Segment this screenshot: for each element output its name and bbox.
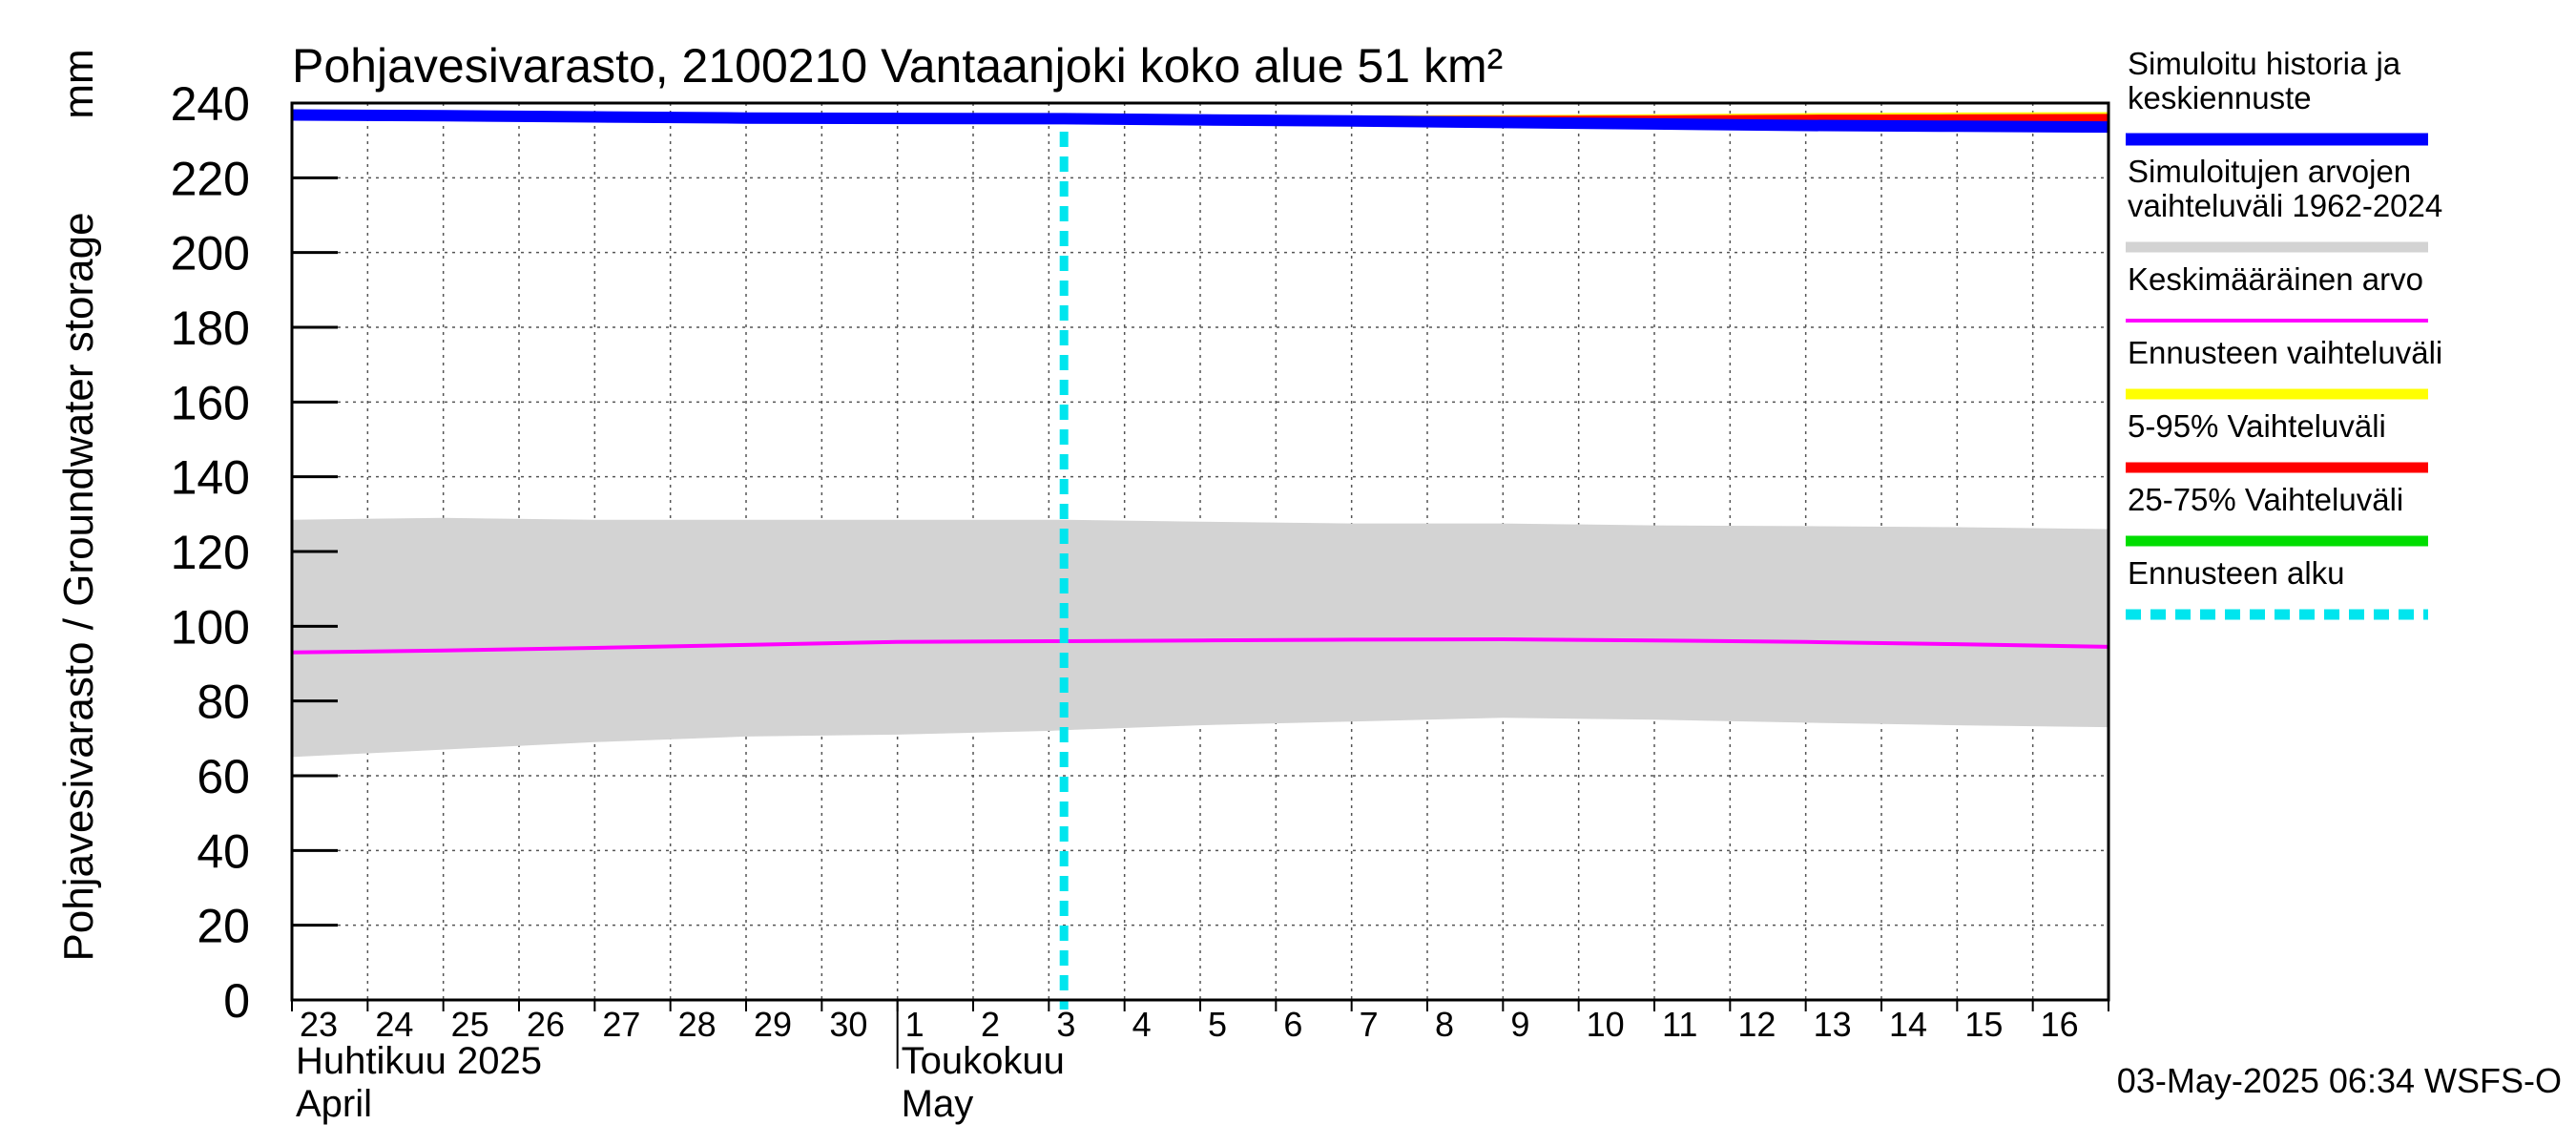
x-tick-label: 2 bbox=[981, 1005, 1000, 1044]
x-tick-label: 28 bbox=[678, 1005, 717, 1044]
x-tick-label: 3 bbox=[1056, 1005, 1075, 1044]
y-tick-label: 180 bbox=[171, 302, 250, 355]
data-series bbox=[291, 109, 2110, 1010]
x-tick-label: 5 bbox=[1208, 1005, 1227, 1044]
y-axis-unit: mm bbox=[55, 49, 102, 118]
legend-label: 25-75% Vaihteluväli bbox=[2128, 482, 2403, 517]
legend-label: Ennusteen alku bbox=[2128, 555, 2345, 591]
band-simuloitujen-arvojen-vaihteluv-li-1962-2024 bbox=[292, 517, 2109, 758]
legend-label: Ennusteen vaihteluväli bbox=[2128, 335, 2442, 370]
x-tick-label: 16 bbox=[2041, 1005, 2079, 1044]
x-tick-label: 9 bbox=[1510, 1005, 1529, 1044]
y-tick-label: 160 bbox=[171, 376, 250, 429]
y-tick-label: 120 bbox=[171, 526, 250, 579]
legend-label: vaihteluväli 1962-2024 bbox=[2128, 188, 2442, 223]
month-label: Toukokuu bbox=[902, 1040, 1065, 1082]
y-tick-label: 60 bbox=[197, 750, 250, 803]
y-tick-label: 140 bbox=[171, 451, 250, 505]
legend-label: Simuloitujen arvojen bbox=[2128, 154, 2411, 189]
legend-label: keskiennuste bbox=[2128, 80, 2312, 115]
y-axis: 0 20 40 60 80 100 120 140 160 180 200 220 240 bbox=[171, 77, 338, 1028]
x-tick-label: 7 bbox=[1360, 1005, 1379, 1044]
x-tick-label: 8 bbox=[1435, 1005, 1454, 1044]
x-axis: 23 24 25 26 27 28 29 30 1 2 3 4 5 6 7 8 9 10 11 12 13 14 15 16H… bbox=[291, 1000, 2109, 1125]
month-label: Huhtikuu 2025 bbox=[296, 1040, 542, 1082]
line-simuloitu-historia-ja-keskiennuste bbox=[291, 109, 2109, 134]
x-tick-label: 4 bbox=[1132, 1005, 1152, 1044]
line-keskim-r-inen-arvo bbox=[291, 637, 2109, 655]
x-tick-label: 26 bbox=[527, 1005, 565, 1044]
x-tick-label: 15 bbox=[1964, 1005, 2003, 1044]
y-tick-label: 200 bbox=[171, 227, 250, 281]
x-tick-label: 1 bbox=[905, 1005, 924, 1044]
y-axis-label: Pohjavesivarasto / Groundwater storage bbox=[55, 212, 102, 961]
y-tick-label: 80 bbox=[197, 676, 250, 729]
month-label-en: May bbox=[902, 1083, 974, 1125]
footer-timestamp: 03-May-2025 06:34 WSFS-O bbox=[2117, 1061, 2562, 1100]
legend-label: Keskimääräinen arvo bbox=[2128, 261, 2423, 297]
y-tick-label: 100 bbox=[171, 600, 250, 654]
y-tick-label: 0 bbox=[223, 974, 250, 1028]
x-tick-label: 27 bbox=[602, 1005, 640, 1044]
x-tick-label: 23 bbox=[300, 1005, 338, 1044]
x-tick-label: 13 bbox=[1814, 1005, 1852, 1044]
y-tick-label: 20 bbox=[197, 900, 250, 953]
legend-label: 5-95% Vaihteluväli bbox=[2128, 408, 2386, 444]
chart-title: Pohjavesivarasto, 2100210 Vantaanjoki ko… bbox=[292, 39, 1503, 93]
x-tick-label: 29 bbox=[754, 1005, 792, 1044]
legend-label: Simuloitu historia ja bbox=[2128, 46, 2401, 81]
x-tick-label: 10 bbox=[1587, 1005, 1625, 1044]
y-tick-label: 240 bbox=[171, 77, 250, 131]
x-tick-label: 14 bbox=[1889, 1005, 1927, 1044]
x-tick-label: 25 bbox=[451, 1005, 489, 1044]
y-tick-label: 40 bbox=[197, 824, 250, 878]
x-tick-label: 30 bbox=[829, 1005, 867, 1044]
x-tick-label: 12 bbox=[1737, 1005, 1776, 1044]
month-label-en: April bbox=[296, 1083, 372, 1125]
y-tick-label: 220 bbox=[171, 152, 250, 205]
x-tick-label: 11 bbox=[1662, 1005, 1697, 1044]
x-tick-label: 24 bbox=[375, 1005, 413, 1044]
x-tick-label: 6 bbox=[1283, 1005, 1302, 1044]
